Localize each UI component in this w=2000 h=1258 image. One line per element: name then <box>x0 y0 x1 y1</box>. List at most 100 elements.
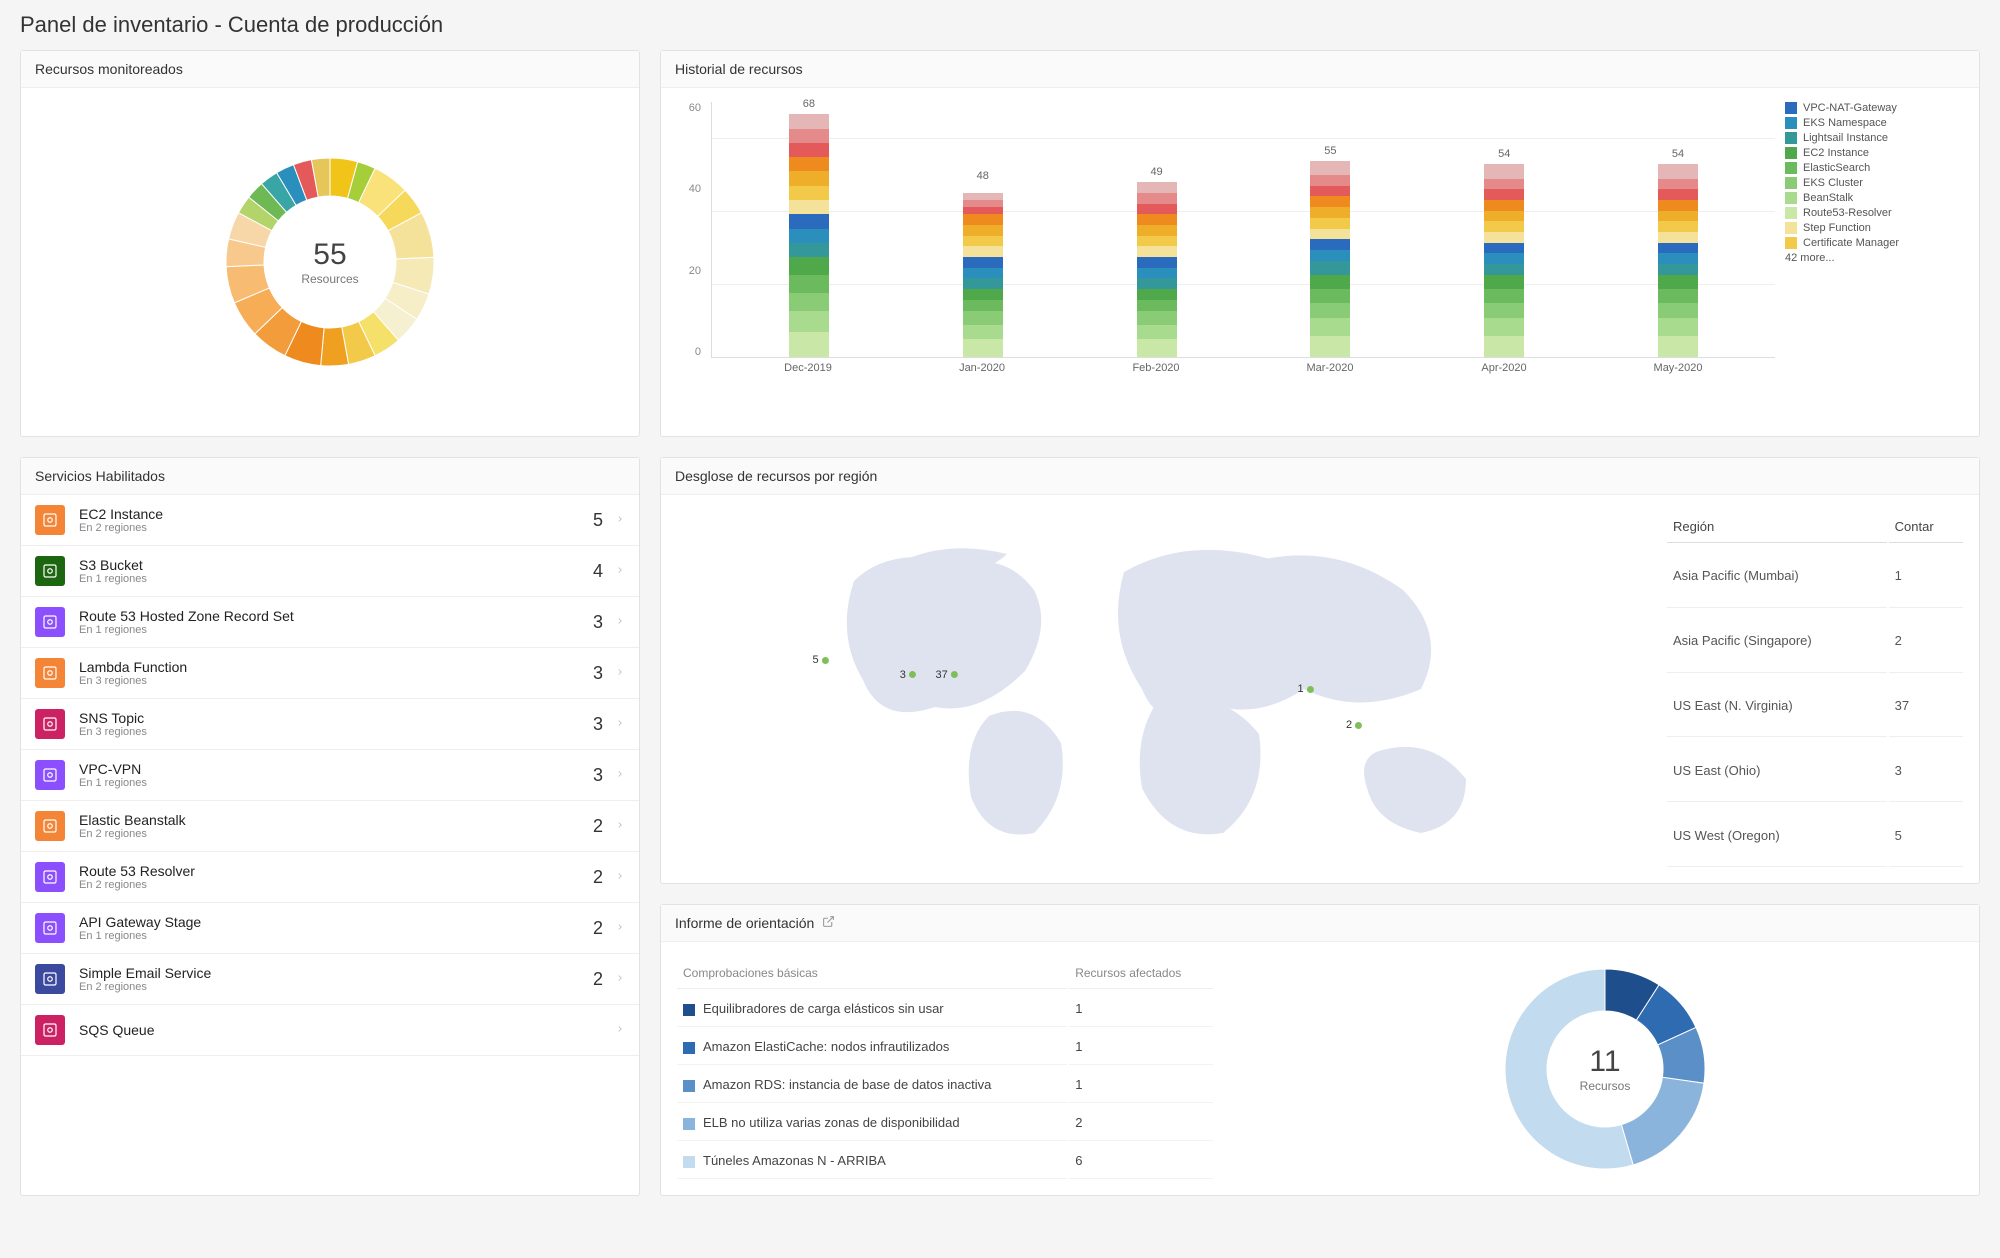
service-row[interactable]: Route 53 Hosted Zone Record Set En 1 reg… <box>21 597 639 648</box>
bar-x-label: Jan-2020 <box>954 362 1010 382</box>
chevron-right-icon <box>615 971 625 988</box>
chevron-right-icon <box>615 818 625 835</box>
service-icon <box>35 862 65 892</box>
legend-swatch-icon <box>1785 132 1797 144</box>
orient-check-label: Túneles Amazonas N - ARRIBA <box>703 1153 886 1168</box>
service-count: 2 <box>593 816 603 837</box>
monitored-count: 55 <box>301 238 358 272</box>
service-icon <box>35 709 65 739</box>
legend-item[interactable]: Route53-Resolver <box>1785 207 1965 219</box>
service-count: 3 <box>593 765 603 786</box>
legend-item[interactable]: VPC-NAT-Gateway <box>1785 102 1965 114</box>
service-row[interactable]: VPC-VPN En 1 regiones 3 <box>21 750 639 801</box>
monitored-title: Recursos monitoreados <box>21 51 639 88</box>
legend-label: Step Function <box>1803 222 1871 234</box>
orientation-row[interactable]: Amazon RDS: instancia de base de datos i… <box>677 1067 1213 1103</box>
map-marker[interactable]: 2 <box>1346 719 1362 731</box>
map-marker[interactable]: 3 <box>900 669 916 681</box>
history-chart: 6040200 684849555454 Dec-2019Jan-2020Feb… <box>675 102 1775 382</box>
orient-affected-count: 1 <box>1069 1029 1213 1065</box>
service-icon <box>35 658 65 688</box>
orient-col-check: Comprobaciones básicas <box>677 958 1067 989</box>
service-name: API Gateway Stage <box>79 914 593 930</box>
region-count: 2 <box>1889 610 1963 673</box>
bar-x-label: Feb-2020 <box>1128 362 1184 382</box>
map-marker[interactable]: 37 <box>935 669 957 681</box>
legend-item[interactable]: EC2 Instance <box>1785 147 1965 159</box>
legend-item[interactable]: Certificate Manager <box>1785 237 1965 249</box>
chevron-right-icon <box>615 869 625 886</box>
orientation-row[interactable]: Amazon ElastiCache: nodos infrautilizado… <box>677 1029 1213 1065</box>
legend-item[interactable]: ElasticSearch <box>1785 162 1965 174</box>
legend-label: EKS Namespace <box>1803 117 1887 129</box>
service-sub: En 1 regiones <box>79 624 593 636</box>
legend-label: EKS Cluster <box>1803 177 1863 189</box>
orient-col-affected: Recursos afectados <box>1069 958 1213 989</box>
region-name: Asia Pacific (Singapore) <box>1667 610 1887 673</box>
orientation-row[interactable]: ELB no utiliza varias zonas de disponibi… <box>677 1105 1213 1141</box>
service-icon <box>35 760 65 790</box>
legend-label: BeanStalk <box>1803 192 1853 204</box>
legend-label: VPC-NAT-Gateway <box>1803 102 1897 114</box>
service-icon <box>35 811 65 841</box>
service-count: 4 <box>593 561 603 582</box>
legend-swatch-icon <box>1785 117 1797 129</box>
count-col-header: Contar <box>1889 511 1963 543</box>
services-title: Servicios Habilitados <box>21 458 639 495</box>
service-row[interactable]: Simple Email Service En 2 regiones 2 <box>21 954 639 1005</box>
legend-item[interactable]: Step Function <box>1785 222 1965 234</box>
region-row[interactable]: Asia Pacific (Singapore)2 <box>1667 610 1963 673</box>
region-row[interactable]: US East (N. Virginia)37 <box>1667 675 1963 738</box>
orientation-row[interactable]: Túneles Amazonas N - ARRIBA 6 <box>677 1143 1213 1179</box>
service-name: SQS Queue <box>79 1022 603 1038</box>
legend-swatch-icon <box>1785 162 1797 174</box>
legend-label: Lightsail Instance <box>1803 132 1888 144</box>
service-row[interactable]: S3 Bucket En 1 regiones 4 <box>21 546 639 597</box>
service-count: 2 <box>593 969 603 990</box>
map-marker-label: 3 <box>900 669 906 681</box>
service-name: Simple Email Service <box>79 965 593 981</box>
service-count: 3 <box>593 663 603 684</box>
legend-more[interactable]: 42 more... <box>1785 252 1965 264</box>
orient-affected-count: 6 <box>1069 1143 1213 1179</box>
region-row[interactable]: US West (Oregon)5 <box>1667 804 1963 867</box>
bar-total-label: 48 <box>977 170 989 182</box>
map-marker[interactable]: 5 <box>812 654 828 666</box>
legend-item[interactable]: BeanStalk <box>1785 192 1965 204</box>
orient-check-label: Amazon ElastiCache: nodos infrautilizado… <box>703 1039 949 1054</box>
legend-swatch-icon <box>1785 147 1797 159</box>
region-row[interactable]: Asia Pacific (Mumbai)1 <box>1667 545 1963 608</box>
map-marker-label: 5 <box>812 654 818 666</box>
legend-swatch-icon <box>1785 192 1797 204</box>
map-marker-label: 1 <box>1297 683 1303 695</box>
region-title: Desglose de recursos por región <box>661 458 1979 495</box>
map-marker-label: 37 <box>935 669 947 681</box>
world-map: 5 3 37 1 2 <box>675 509 1645 869</box>
map-marker[interactable]: 1 <box>1297 683 1313 695</box>
service-count: 2 <box>593 867 603 888</box>
orient-affected-count: 2 <box>1069 1105 1213 1141</box>
external-link-icon[interactable] <box>822 915 835 931</box>
service-row[interactable]: Route 53 Resolver En 2 regiones 2 <box>21 852 639 903</box>
legend-item[interactable]: Lightsail Instance <box>1785 132 1965 144</box>
legend-swatch-icon <box>1785 222 1797 234</box>
service-count: 2 <box>593 918 603 939</box>
history-card: Historial de recursos 6040200 6848495554… <box>660 50 1980 437</box>
service-row[interactable]: EC2 Instance En 2 regiones 5 <box>21 495 639 546</box>
orientation-row[interactable]: Equilibradores de carga elásticos sin us… <box>677 991 1213 1027</box>
legend-label: Route53-Resolver <box>1803 207 1892 219</box>
service-row[interactable]: SQS Queue <box>21 1005 639 1056</box>
region-card: Desglose de recursos por región 533712 R… <box>660 457 1980 884</box>
service-row[interactable]: SNS Topic En 3 regiones 3 <box>21 699 639 750</box>
service-name: SNS Topic <box>79 710 593 726</box>
legend-item[interactable]: EKS Namespace <box>1785 117 1965 129</box>
service-row[interactable]: Lambda Function En 3 regiones 3 <box>21 648 639 699</box>
legend-item[interactable]: EKS Cluster <box>1785 177 1965 189</box>
monitored-label: Resources <box>301 272 358 286</box>
service-row[interactable]: API Gateway Stage En 1 regiones 2 <box>21 903 639 954</box>
service-count: 5 <box>593 510 603 531</box>
service-name: Lambda Function <box>79 659 593 675</box>
region-row[interactable]: US East (Ohio)3 <box>1667 739 1963 802</box>
map-marker-label: 2 <box>1346 719 1352 731</box>
service-row[interactable]: Elastic Beanstalk En 2 regiones 2 <box>21 801 639 852</box>
